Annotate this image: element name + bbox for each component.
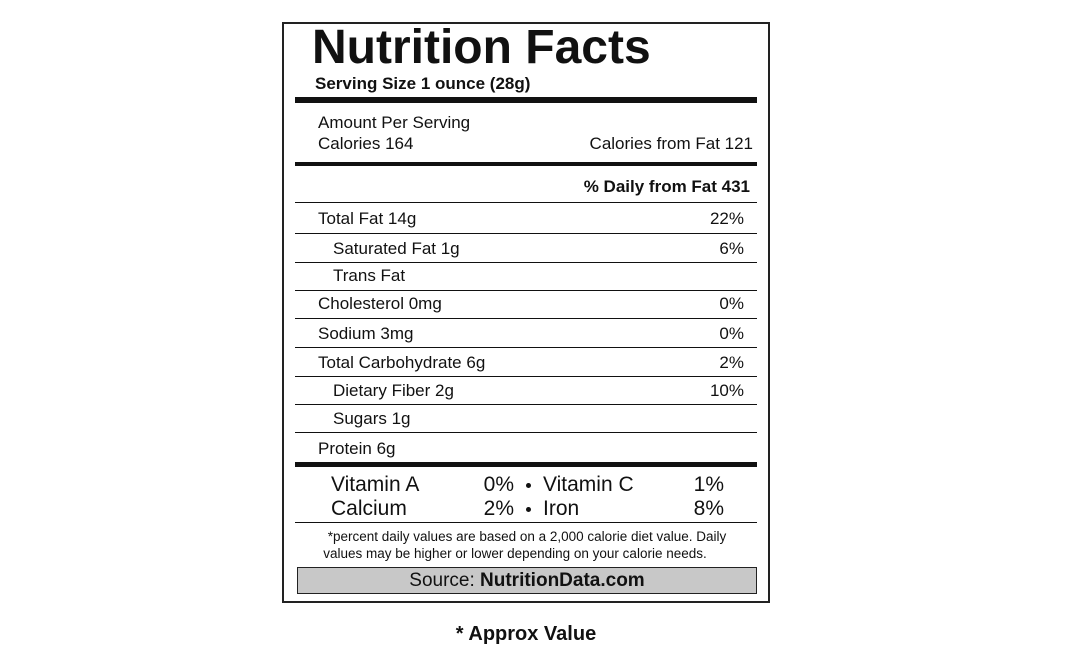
nutrient-label: Dietary Fiber 2g xyxy=(333,381,454,400)
source-site: NutritionData.com xyxy=(480,570,645,591)
nutrient-label: Cholesterol 0mg xyxy=(318,294,442,313)
vitamin-name: Vitamin C xyxy=(543,473,634,496)
vitamin-name: Calcium xyxy=(331,497,407,520)
nutrient-percent: 22% xyxy=(709,209,744,228)
nutrient-percent: 0% xyxy=(719,324,744,343)
rule xyxy=(295,233,757,234)
thick-rule xyxy=(295,162,757,166)
nutrient-label: Sugars 1g xyxy=(333,409,411,428)
calories-from-fat: Calories from Fat 121 xyxy=(589,134,753,153)
nutrient-label: Total Carbohydrate 6g xyxy=(318,353,486,372)
footnote-line: *percent daily values are based on a 2,0… xyxy=(327,529,727,544)
nutrient-percent: 10% xyxy=(709,381,744,400)
source-prefix: Source: xyxy=(409,570,475,591)
vitamin-name: Vitamin A xyxy=(331,473,420,496)
nutrient-label: Sodium 3mg xyxy=(318,324,414,343)
thick-rule xyxy=(295,97,757,103)
nutrient-label: Trans Fat xyxy=(333,266,406,285)
vitamin-name: Iron xyxy=(543,497,580,520)
separator xyxy=(526,483,531,488)
daily-header: % Daily from Fat 431 xyxy=(583,177,750,196)
rule xyxy=(295,202,757,203)
label-box xyxy=(282,22,770,603)
footnote-line: values may be higher or lower depending … xyxy=(323,546,707,561)
vitamin-percent: 8% xyxy=(693,497,724,520)
thick-rule xyxy=(295,462,757,467)
nutrient-percent: 0% xyxy=(719,294,744,313)
nutrient-label: Protein 6g xyxy=(318,439,396,458)
rule xyxy=(295,522,757,523)
title: Nutrition Facts xyxy=(312,21,651,74)
nutrient-label: Saturated Fat 1g xyxy=(333,239,460,258)
rule xyxy=(295,347,757,348)
vitamin-percent: 0% xyxy=(483,473,514,496)
source-box: Source: NutritionData.com xyxy=(297,567,757,594)
nutrient-label: Total Fat 14g xyxy=(318,209,417,228)
rule xyxy=(295,262,757,263)
rule xyxy=(295,318,757,319)
nutrient-percent: 2% xyxy=(719,353,744,372)
amount-per-serving: Amount Per Serving xyxy=(318,113,471,132)
vitamin-percent: 2% xyxy=(483,497,514,520)
rule xyxy=(295,376,757,377)
rule xyxy=(295,290,757,291)
serving-size: Serving Size 1 ounce (28g) xyxy=(315,74,531,93)
approx-note: * Approx Value xyxy=(455,623,597,645)
nutrient-percent: 6% xyxy=(719,239,744,258)
calories: Calories 164 xyxy=(318,134,414,153)
rule xyxy=(295,404,757,405)
separator xyxy=(526,507,531,512)
vitamin-percent: 1% xyxy=(693,473,724,496)
rule xyxy=(295,432,757,433)
